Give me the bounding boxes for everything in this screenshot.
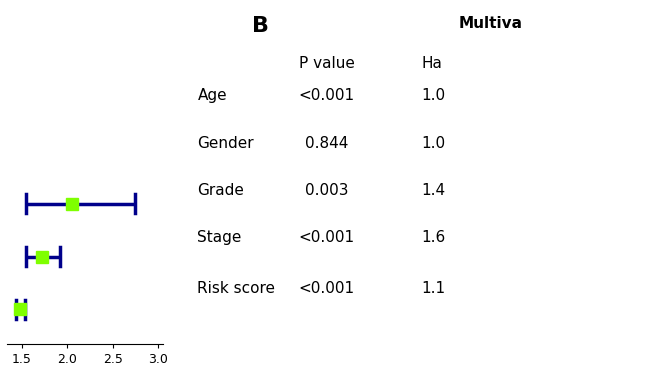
Text: Risk score: Risk score — [198, 281, 276, 296]
Text: Stage: Stage — [198, 230, 242, 245]
Text: Grade: Grade — [198, 183, 244, 198]
Text: 1.6: 1.6 — [422, 230, 446, 245]
Text: Age: Age — [198, 87, 227, 102]
Text: Ha: Ha — [422, 57, 443, 71]
Text: 0.003: 0.003 — [305, 183, 348, 198]
Text: 1.4: 1.4 — [422, 183, 446, 198]
Text: 1.1: 1.1 — [422, 281, 446, 296]
Text: <0.001: <0.001 — [298, 281, 355, 296]
Text: Multiva: Multiva — [458, 16, 522, 31]
Text: <0.001: <0.001 — [298, 87, 355, 102]
Text: B: B — [252, 16, 269, 36]
Text: Gender: Gender — [198, 136, 254, 151]
Text: P value: P value — [299, 57, 354, 71]
Text: <0.001: <0.001 — [298, 230, 355, 245]
Text: 1.0: 1.0 — [422, 136, 446, 151]
Text: 1.0: 1.0 — [422, 87, 446, 102]
Text: 0.844: 0.844 — [305, 136, 348, 151]
